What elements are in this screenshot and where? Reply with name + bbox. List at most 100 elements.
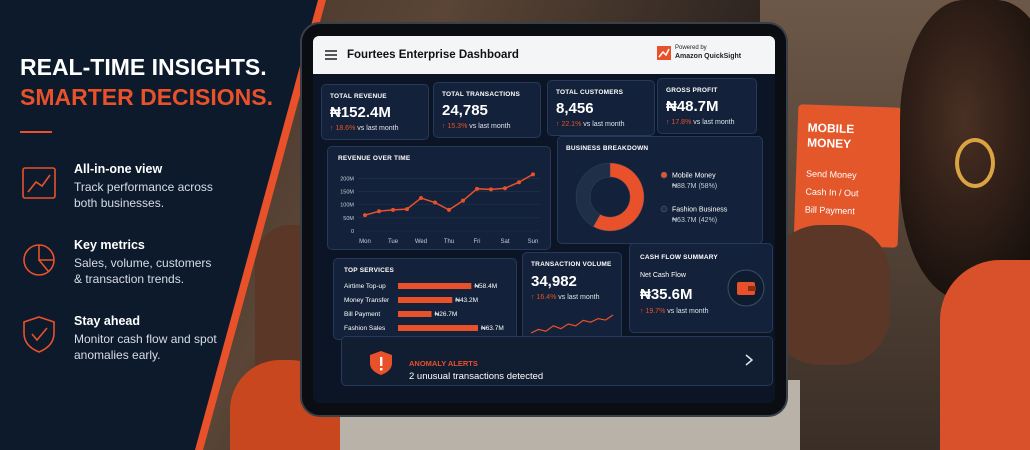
point xyxy=(475,186,479,191)
card-title: CASH FLOW SUMMARY xyxy=(640,254,718,261)
y-tick-label: 50M xyxy=(343,216,354,222)
panel-bg xyxy=(0,0,325,450)
menu-icon[interactable] xyxy=(325,50,337,60)
kpi-card: TOTAL REVENUE ₦152.4M ↑ 18.6% vs last mont… xyxy=(321,84,429,140)
x-tick-label: Fri xyxy=(474,239,481,245)
value-label: ₦58.4M xyxy=(474,283,497,290)
sign-item: Bill Payment xyxy=(804,204,855,217)
bar xyxy=(398,311,432,317)
x-tick-label: Sat xyxy=(500,239,509,245)
alert-text: 2 unusual transactions detected xyxy=(409,371,544,382)
x-tick-label: Mon xyxy=(359,239,371,245)
y-tick-label: 200M xyxy=(340,176,354,182)
kpi-value: 34,982 xyxy=(531,273,577,290)
alert-icon xyxy=(370,351,392,375)
slice xyxy=(592,162,645,232)
kpi-label: TOTAL CUSTOMERS xyxy=(556,89,624,96)
point xyxy=(503,186,507,191)
panel-edge xyxy=(195,0,326,450)
change-suffix: vs last month xyxy=(693,119,735,126)
revenue-card: REVENUE OVER TIME 0 50M 100M 150M 200M Mon Tue… xyxy=(327,146,551,250)
services-card: TOP SERVICES Airtime Top-up ₦58.4M Money T… xyxy=(333,258,517,340)
y-tick-label: 0 xyxy=(351,229,354,235)
kpi-card: GROSS PROFIT ₦48.7M ↑ 17.8% vs last month xyxy=(657,78,757,134)
change-value: 16.4% xyxy=(536,294,557,301)
y-tick-label: 100M xyxy=(340,203,354,209)
kpi-value: 24,785 xyxy=(442,102,488,119)
point xyxy=(461,198,465,203)
feature-title: Key metrics xyxy=(74,238,145,252)
bar xyxy=(398,283,472,289)
sign-title: MOBILE MONEY xyxy=(806,120,855,152)
services-chart: Airtime Top-up ₦58.4M Money Transfer ₦43.2M… xyxy=(344,283,504,332)
x-tick-label: Tue xyxy=(388,239,399,245)
point xyxy=(517,180,521,185)
value-label: ₦43.2M xyxy=(455,297,478,304)
sign-items: Send Money Cash In / Out Bill Payment xyxy=(804,165,890,222)
header-bar: Fourtees Enterprise Dashboard Powered by… xyxy=(313,36,775,74)
powered-by: Powered by xyxy=(675,45,707,51)
feature-title: Stay ahead xyxy=(74,314,141,328)
change-arrow: ↑ 18.6% xyxy=(330,125,356,132)
change-arrow: ↑ 22.1% xyxy=(556,121,582,128)
kpi-change: ↑ 17.8% vs last month xyxy=(666,119,735,126)
point xyxy=(447,207,451,212)
sleeve xyxy=(940,260,1030,450)
volume-card: TRANSACTION VOLUME 34,982 ↑ 16.4% vs las… xyxy=(522,252,622,340)
title-line-1: REAL-TIME INSIGHTS. xyxy=(20,54,267,80)
chevron[interactable] xyxy=(744,353,754,367)
card-title: REVENUE OVER TIME xyxy=(338,155,411,162)
point xyxy=(419,196,423,201)
card-title: TRANSACTION VOLUME xyxy=(531,261,612,268)
point xyxy=(363,213,367,218)
change-value: 19.7% xyxy=(645,308,666,315)
kpi-change: ↑ 22.1% vs last month xyxy=(556,121,625,128)
category-label: Money Transfer xyxy=(344,297,390,304)
bar xyxy=(398,325,478,331)
feature-text: Monitor cash flow and spot anomalies ear… xyxy=(74,332,217,362)
feature-text: Track performance across both businesses… xyxy=(74,180,213,210)
feature: All-in-one view Track performance across … xyxy=(74,162,219,211)
legend-label: Mobile Money xyxy=(672,173,716,180)
title-line-2: SMARTER DECISIONS. xyxy=(20,84,274,110)
change-value: 15.3% xyxy=(447,123,468,130)
change-suffix: vs last month xyxy=(558,294,600,301)
x-tick-label: Sun xyxy=(528,239,539,245)
change-suffix: vs last month xyxy=(357,125,399,132)
breakdown-chart: Mobile Money ₦88.7M (58%) Fashion Business… xyxy=(575,162,728,232)
point xyxy=(391,207,395,212)
alert-card[interactable]: ANOMALY ALERTS 2 unusual transactions de… xyxy=(341,336,773,386)
point xyxy=(489,187,493,192)
kpi-change: ↑ 18.6% vs last month xyxy=(330,125,399,132)
brand-icon xyxy=(657,46,671,60)
volume-sparkline xyxy=(530,314,614,334)
kpi-change: ↑ 16.4% vs last month xyxy=(531,294,600,301)
legend-swatch xyxy=(660,171,668,179)
kpi-value: 8,456 xyxy=(556,100,594,117)
wallet-icon xyxy=(727,269,765,307)
kpi-value: ₦152.4M xyxy=(330,104,391,121)
cashflow-label: Net Cash Flow xyxy=(640,272,686,279)
category-label: Bill Payment xyxy=(344,311,380,318)
card-title: TOP SERVICES xyxy=(344,267,395,274)
feature-icons xyxy=(22,167,56,353)
change-value: 22.1% xyxy=(561,121,582,128)
change-suffix: vs last month xyxy=(469,123,511,130)
value-label: ₦63.7M (42%) xyxy=(672,217,717,224)
change-arrow: ↑ 15.3% xyxy=(442,123,468,130)
kpi-label: TOTAL TRANSACTIONS xyxy=(442,91,520,98)
value-label: ₦88.7M (58%) xyxy=(672,183,717,190)
change-value: 18.6% xyxy=(335,125,356,132)
kpi-value: ₦35.6M xyxy=(640,286,693,303)
feature: Key metrics Sales, volume, customers & tr… xyxy=(74,238,219,287)
x-tick-label: Wed xyxy=(415,239,427,245)
point xyxy=(531,172,535,177)
point xyxy=(405,207,409,212)
kpi-change: ↑ 19.7% vs last month xyxy=(640,308,709,315)
screen: Fourtees Enterprise Dashboard Powered by… xyxy=(313,36,775,403)
bar xyxy=(398,297,453,303)
dashboard-title: Fourtees Enterprise Dashboard xyxy=(347,49,519,61)
legend-label: Fashion Business xyxy=(672,207,728,214)
x-tick-label: Thu xyxy=(444,239,454,245)
